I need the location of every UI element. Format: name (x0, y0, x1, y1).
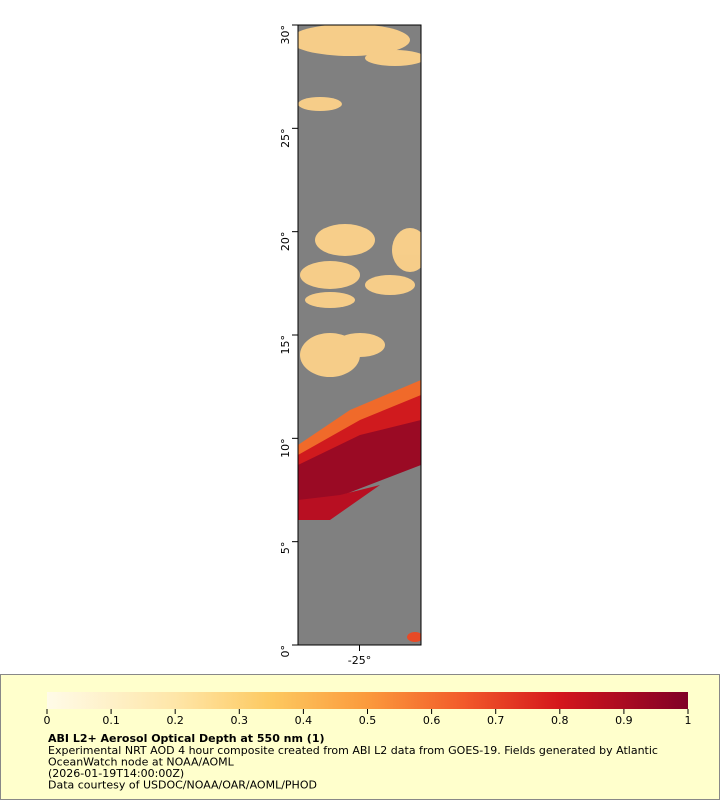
map-image (298, 25, 421, 645)
colorbar-tick-label: 0.1 (102, 714, 120, 727)
colorbar-tick-label: 0.3 (231, 714, 249, 727)
colorbar-tick-label: 0.2 (166, 714, 184, 727)
legend-title: ABI L2+ Aerosol Optical Depth at 550 nm … (48, 732, 325, 745)
lat-tick-label: 30° (279, 25, 292, 45)
lat-tick-label: 25° (279, 128, 292, 148)
legend-line: OceanWatch node at NOAA/AOML (48, 756, 235, 769)
lat-tick-label: 15° (279, 335, 292, 355)
colorbar-tick-label: 0 (44, 714, 51, 727)
colorbar (47, 692, 688, 709)
lat-tick-label: 10° (279, 438, 292, 458)
lat-tick-label: 0° (279, 645, 292, 658)
lon-tick-label: -25° (348, 654, 371, 667)
legend-line: Experimental NRT AOD 4 hour composite cr… (48, 744, 658, 757)
legend-line: Data courtesy of USDOC/NOAA/OAR/AOML/PHO… (48, 779, 317, 792)
lat-tick-label: 5° (279, 542, 292, 555)
colorbar-tick-label: 0.5 (359, 714, 377, 727)
colorbar-tick-label: 0.9 (615, 714, 633, 727)
colorbar-tick-label: 0.7 (487, 714, 505, 727)
colorbar-tick-label: 0.4 (295, 714, 313, 727)
lat-tick-label: 20° (279, 232, 292, 252)
colorbar-tick-label: 0.8 (551, 714, 569, 727)
colorbar-tick-label: 0.6 (423, 714, 441, 727)
legend-line: (2026-01-19T14:00:00Z) (48, 767, 184, 780)
colorbar-tick-label: 1 (685, 714, 692, 727)
